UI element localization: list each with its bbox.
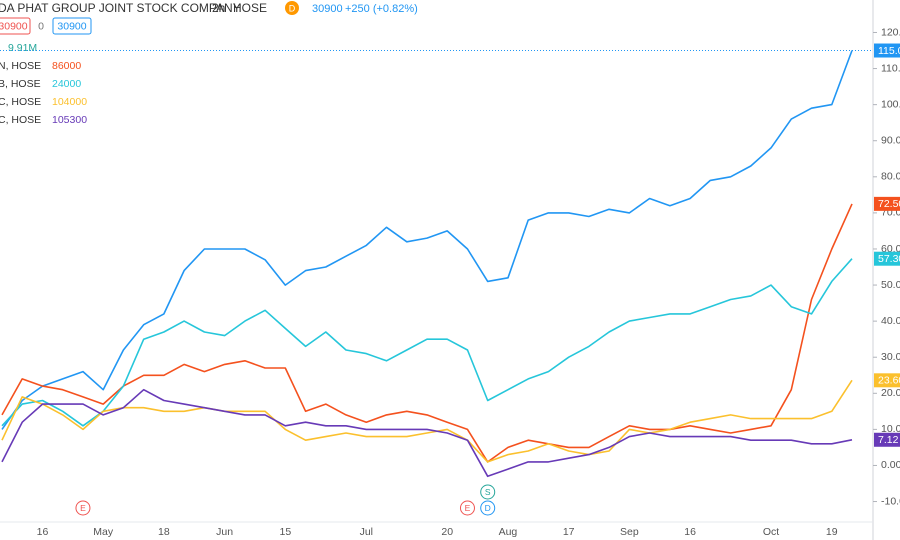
x-tick-label: Oct bbox=[763, 526, 779, 538]
event-marker[interactable] bbox=[480, 500, 496, 516]
last-value-tag bbox=[874, 373, 900, 388]
badge[interactable]: D bbox=[289, 3, 296, 13]
symbol-title: DA PHAT GROUP JOINT STOCK COMPANY bbox=[0, 1, 241, 15]
legend-value: 105300 bbox=[52, 114, 87, 126]
x-tick-label: 15 bbox=[279, 526, 291, 538]
y-tick-label: 30.00 bbox=[881, 351, 900, 363]
series-line bbox=[1, 203, 853, 463]
x-tick-label: 16 bbox=[37, 526, 49, 538]
last-value-tag bbox=[874, 196, 900, 211]
legend-name: B, HOSE bbox=[0, 78, 41, 90]
x-tick-label: May bbox=[93, 526, 114, 538]
legend-value: 24000 bbox=[52, 78, 81, 90]
y-tick-label: -10.00 bbox=[881, 495, 900, 507]
last-value-label: 57.30 bbox=[878, 253, 900, 265]
y-tick-label: 80.00 bbox=[881, 171, 900, 183]
event-marker[interactable] bbox=[459, 500, 475, 516]
x-tick-label: Jul bbox=[360, 526, 373, 538]
event-label: S bbox=[485, 487, 491, 497]
legend-name: C, HOSE bbox=[0, 96, 41, 108]
x-tick-label: 16 bbox=[684, 526, 696, 538]
header: DA PHAT GROUP JOINT STOCK COMPANY 2h HOS… bbox=[0, 1, 418, 54]
exchange: HOSE bbox=[233, 1, 267, 15]
legend-name: N, HOSE bbox=[0, 60, 41, 72]
y-tick-label: 0.00 bbox=[881, 459, 900, 471]
last-value-label: 7.12 bbox=[878, 434, 899, 446]
last-value-label: 72.50 bbox=[878, 198, 900, 210]
series-line bbox=[1, 379, 853, 463]
y-tick-label: 10.00 bbox=[881, 423, 900, 435]
spread: 0 bbox=[38, 20, 44, 32]
badge-circle[interactable] bbox=[285, 1, 299, 15]
last-price: 30900 bbox=[312, 3, 343, 15]
y-tick-label: 50.00 bbox=[881, 279, 900, 291]
volume-label: 9.91M bbox=[8, 42, 37, 54]
y-tick-label: 40.00 bbox=[881, 315, 900, 327]
last-value-tag bbox=[874, 432, 900, 447]
last-value-tag bbox=[874, 251, 900, 266]
ask[interactable]: 30900 bbox=[57, 20, 86, 32]
last-value-label: 115.00 bbox=[878, 45, 900, 57]
event-marker[interactable] bbox=[480, 484, 496, 500]
legend-value: 86000 bbox=[52, 60, 81, 72]
y-tick-label: 100.00 bbox=[881, 98, 900, 110]
event-label: D bbox=[485, 503, 491, 513]
series-line bbox=[1, 388, 853, 478]
x-tick-label: 18 bbox=[158, 526, 170, 538]
y-tick-label: 90.00 bbox=[881, 135, 900, 147]
change: +250 (+0.82%) bbox=[345, 3, 418, 15]
bid[interactable]: 30900 bbox=[0, 20, 28, 32]
y-tick-label: 120.00 bbox=[881, 26, 900, 38]
x-tick-label: Sep bbox=[620, 526, 639, 538]
x-tick-label: Jun bbox=[216, 526, 233, 538]
event-label: E bbox=[80, 503, 86, 513]
last-value-tag bbox=[874, 43, 900, 58]
legend-value: 104000 bbox=[52, 96, 87, 108]
series-line bbox=[1, 50, 853, 430]
x-tick-label: Aug bbox=[499, 526, 518, 538]
bid-box[interactable] bbox=[0, 17, 31, 35]
last-value-label: 23.60 bbox=[878, 375, 900, 387]
ask-box[interactable] bbox=[52, 17, 92, 35]
legend-name: C, HOSE bbox=[0, 114, 41, 126]
x-tick-label: 19 bbox=[826, 526, 838, 538]
event-label: E bbox=[465, 503, 471, 513]
x-tick-label: 17 bbox=[563, 526, 575, 538]
interval: 2h bbox=[212, 1, 225, 15]
series-line bbox=[1, 258, 853, 427]
y-tick-label: 20.00 bbox=[881, 387, 900, 399]
x-tick-label: 20 bbox=[441, 526, 453, 538]
event-marker[interactable] bbox=[75, 500, 91, 516]
y-tick-label: 110.00 bbox=[881, 62, 900, 74]
